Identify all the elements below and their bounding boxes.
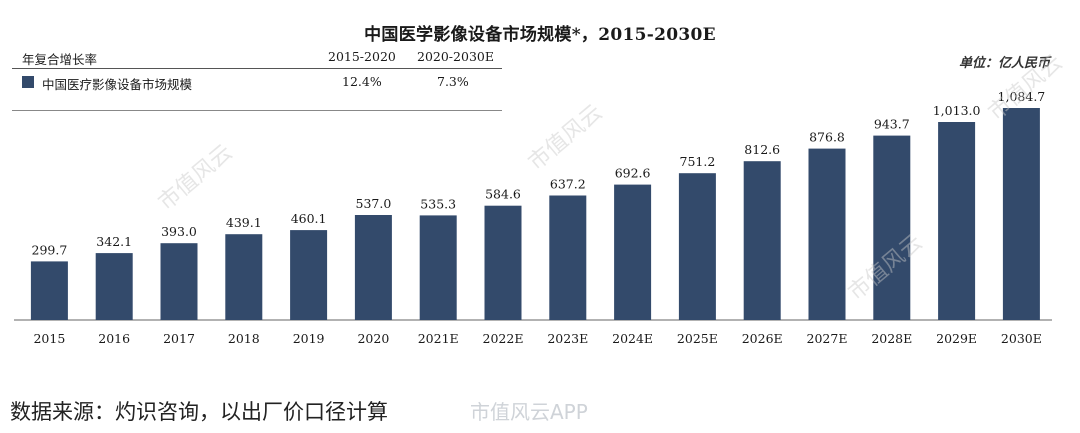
- bar-2016: [95, 253, 133, 320]
- chart-title: 中国医学影像设备市场规模*，2015-2030E: [364, 25, 716, 45]
- cagr-header-label: 年复合增长率: [22, 52, 98, 67]
- bar-2015: [30, 261, 68, 320]
- value-label-2015: 299.7: [32, 242, 68, 257]
- value-label-2020: 537.0: [356, 196, 392, 211]
- bar-2020: [354, 215, 392, 320]
- x-tick-2019: 2019: [293, 331, 325, 346]
- source-note: 数据来源：灼识咨询，以出厂价口径计算: [10, 400, 388, 424]
- x-tick-2020: 2020: [357, 331, 389, 346]
- value-label-2024E: 692.6: [615, 166, 651, 181]
- bar-2018: [225, 234, 263, 320]
- x-tick-2015: 2015: [33, 331, 65, 346]
- bar-2030E: [1002, 108, 1040, 320]
- legend-swatch: [22, 76, 34, 88]
- value-label-2026E: 812.6: [744, 142, 780, 157]
- x-tick-2017: 2017: [163, 331, 195, 346]
- x-tick-2016: 2016: [98, 331, 130, 346]
- bar-2026E: [743, 161, 781, 320]
- x-tick-2025E: 2025E: [677, 331, 718, 346]
- value-label-2022E: 584.6: [485, 187, 521, 202]
- value-label-2018: 439.1: [226, 215, 262, 230]
- x-tick-2024E: 2024E: [612, 331, 653, 346]
- x-tick-2018: 2018: [228, 331, 260, 346]
- bar-2017: [160, 243, 198, 320]
- value-label-2025E: 751.2: [680, 154, 716, 169]
- x-tick-2030E: 2030E: [1001, 331, 1042, 346]
- cagr-header-rule: [12, 68, 502, 69]
- bar-2029E: [938, 122, 976, 320]
- value-label-2023E: 637.2: [550, 177, 586, 192]
- value-label-2029E: 1,013.0: [933, 103, 981, 118]
- bar-2021E: [419, 215, 457, 320]
- cagr-bottom-rule: [12, 110, 502, 111]
- cagr-value2: 7.3%: [437, 74, 469, 89]
- bar-2028E: [873, 135, 911, 320]
- value-label-2030E: 1,084.7: [998, 89, 1046, 104]
- value-label-2016: 342.1: [96, 234, 132, 249]
- bar-2019: [290, 230, 328, 320]
- cagr-value1: 12.4%: [342, 74, 382, 89]
- x-tick-2022E: 2022E: [483, 331, 524, 346]
- bar-2022E: [484, 205, 522, 320]
- bar-2027E: [808, 148, 846, 320]
- value-label-2017: 393.0: [161, 224, 197, 239]
- x-tick-2026E: 2026E: [742, 331, 783, 346]
- watermark-app: 市值风云APP: [470, 400, 588, 424]
- value-label-2021E: 535.3: [420, 196, 456, 211]
- unit-label: 单位：亿人民币: [958, 56, 1050, 71]
- bar-2025E: [678, 173, 716, 320]
- x-tick-2023E: 2023E: [547, 331, 588, 346]
- bar-2023E: [549, 195, 587, 320]
- value-label-2027E: 876.8: [809, 130, 845, 145]
- cagr-period2: 2020-2030E: [417, 49, 494, 64]
- cagr-table: 年复合增长率 2015-2020 2020-2030E 中国医疗影像设备市场规模…: [12, 46, 502, 114]
- x-tick-2027E: 2027E: [807, 331, 848, 346]
- bar-2024E: [614, 184, 652, 320]
- x-tick-2028E: 2028E: [871, 331, 912, 346]
- x-tick-2021E: 2021E: [418, 331, 459, 346]
- cagr-period1: 2015-2020: [328, 49, 396, 64]
- legend-label: 中国医疗影像设备市场规模: [42, 77, 193, 92]
- value-label-2019: 460.1: [291, 211, 327, 226]
- x-tick-2029E: 2029E: [936, 331, 977, 346]
- value-label-2028E: 943.7: [874, 117, 910, 132]
